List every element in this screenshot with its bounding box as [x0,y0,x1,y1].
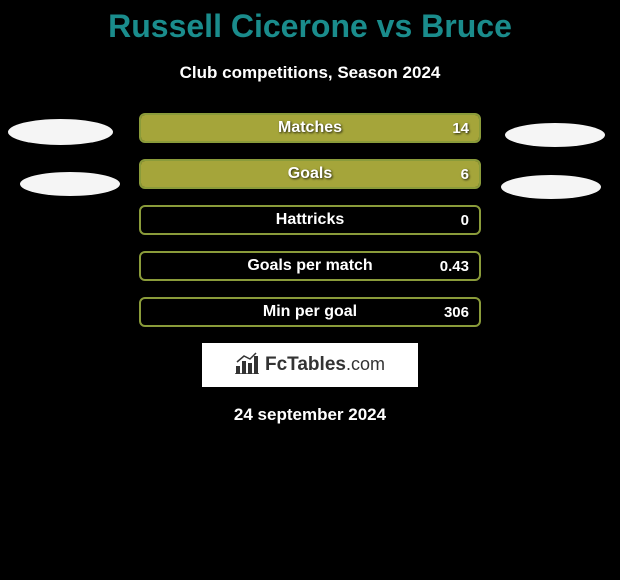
decor-ellipse-right-2 [501,175,601,199]
stat-bar: Goals 6 [139,159,481,189]
decor-ellipse-right-1 [505,123,605,147]
stat-label: Goals per match [247,257,372,275]
logo-brand: FcTables [265,354,346,375]
stat-label: Hattricks [276,211,344,229]
chart-icon [235,352,259,379]
stat-bar: Goals per match 0.43 [139,251,481,281]
chart-area: Matches 14 Goals 6 Hattricks 0 Goals per… [0,113,620,425]
stat-label: Goals [288,165,332,183]
stat-value: 6 [461,166,469,183]
stat-value: 14 [452,120,469,137]
stat-value: 0.43 [440,258,469,275]
stat-bar: Min per goal 306 [139,297,481,327]
decor-ellipse-left-1 [8,119,113,145]
logo-text: FcTables.com [265,354,385,376]
stat-value: 0 [461,212,469,229]
stat-bars: Matches 14 Goals 6 Hattricks 0 Goals per… [139,113,481,327]
stat-bar: Matches 14 [139,113,481,143]
stat-label: Matches [278,119,342,137]
date-text: 24 september 2024 [0,405,620,425]
page-title: Russell Cicerone vs Bruce [0,0,620,45]
logo-suffix: .com [346,354,385,374]
stat-value: 306 [444,304,469,321]
logo-box: FcTables.com [202,343,418,387]
stat-bar: Hattricks 0 [139,205,481,235]
decor-ellipse-left-2 [20,172,120,196]
stat-label: Min per goal [263,303,357,321]
subtitle: Club competitions, Season 2024 [0,63,620,83]
